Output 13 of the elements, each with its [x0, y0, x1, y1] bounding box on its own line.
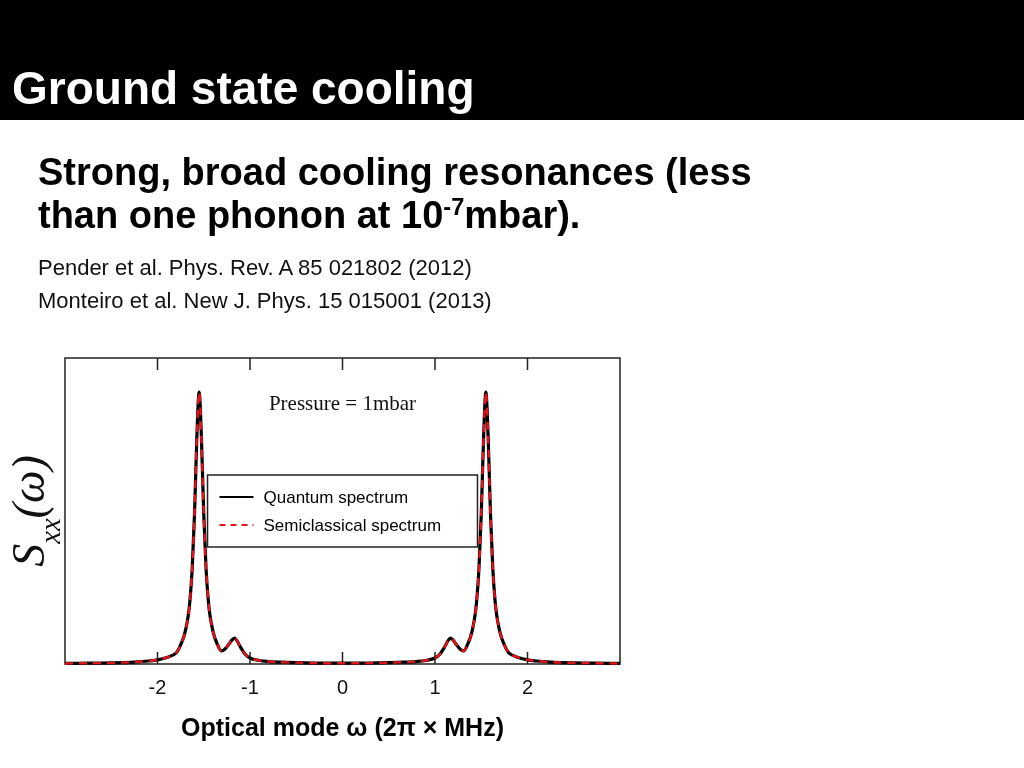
- x-tick-label: 2: [521, 676, 534, 698]
- legend-label: Semiclassical spectrum: [263, 515, 442, 535]
- x-tick-label: 0: [336, 676, 349, 698]
- annotation: Pressure = 1mbar: [268, 391, 417, 415]
- legend-label: Quantum spectrum: [263, 487, 409, 507]
- text: Pender et al. Phys. Rev. A 85 021802 (2012): [38, 255, 472, 280]
- chart-subtitle: Strong, broad cooling resonances (less than one phonon at 10$^{-7}$mbar).: [38, 151, 752, 236]
- chart-title: Ground state cooling: [12, 62, 475, 114]
- x-tick-label: -2: [148, 676, 167, 698]
- x-tick-label: -1: [241, 676, 259, 698]
- x-tick-label: 1: [429, 676, 441, 698]
- x-axis-title: Optical mode ω (2π × MHz): [181, 713, 504, 741]
- text: Monteiro et al. New J. Phys. 15 015001 (2013): [38, 288, 492, 313]
